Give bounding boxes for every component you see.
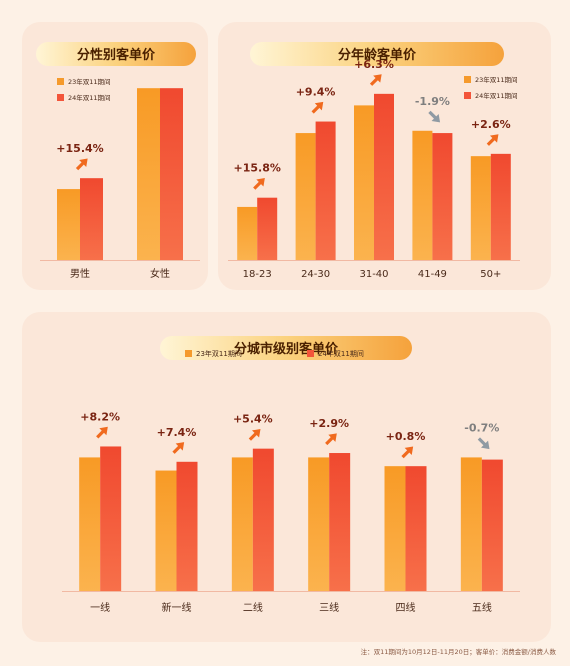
chart-2-bar-2-1 [252,448,274,591]
chart-1-legend-swatch-1 [464,92,471,99]
chart-2-legend-label-1: 24年双11期间 [318,349,364,358]
chart-0-pct-0: +15.4% [56,142,103,155]
chart-2-bar-0-1 [100,446,122,591]
chart-1-tick-0: 18-23 [243,269,272,280]
chart-2-pct-2: +5.4% [233,413,273,426]
chart-2-tick-1: 新一线 [162,601,192,614]
chart-1-arrow-0 [253,178,265,190]
chart-2-bar-1-1 [176,461,198,591]
chart-1-legend-label-1: 24年双11期间 [475,91,518,100]
chart-2-tick-4: 四线 [396,601,416,614]
chart-2-pct-5: -0.7% [464,421,499,434]
chart-1-tick-3: 41-49 [418,269,447,280]
chart-2-bar-3-1 [329,453,351,591]
chart-2-bar-3-0 [308,457,330,591]
chart-2-bar-1-0 [155,470,177,591]
chart-2-arrow-1 [172,442,185,454]
chart-1-bar-0-1 [257,197,278,260]
chart-2-arrow-2 [248,428,261,441]
chart-2-tick-2: 二线 [243,601,263,614]
chart-2-bar-2-0 [231,457,253,591]
chart-2-legend-swatch-0 [185,350,192,357]
chart-0-legend-swatch-0 [57,78,64,85]
chart-2-pct-1: +7.4% [157,426,197,439]
chart-2-pct-3: +2.9% [309,417,349,430]
chart-2-arrow-0 [96,426,108,439]
chart-1-bar-1-0 [295,133,316,260]
chart-1-title: 分年龄客单价 [338,47,417,63]
chart-1-bar-2-0 [354,105,374,260]
chart-1-bar-3-0 [412,130,433,260]
chart-2-bar-4-1 [405,466,427,591]
chart-1-title-pill [250,42,504,66]
chart-0-legend-swatch-1 [57,94,64,101]
chart-2-arrow-3 [325,433,337,446]
chart-1-bar-4-0 [470,156,491,260]
chart-2-tick-5: 五线 [472,601,492,614]
chart-1-bar-2-1 [374,93,394,260]
chart-0-title-pill [36,42,196,66]
chart-1: 分年龄客单价 23年双11期间 24年双11期间 18-23 +15.8% 24-30 +9… [228,42,520,280]
chart-1-arrow-4 [486,134,499,146]
chart-0-bar-0-1 [80,178,103,260]
chart-1-tick-2: 31-40 [359,269,388,280]
chart-0-tick-1: 女性 [150,267,170,280]
chart-1-pct-2: +6.3% [354,58,394,71]
chart-1-pct-1: +9.4% [296,86,336,99]
chart-2-tick-3: 三线 [319,601,339,614]
chart-0-arrow-0 [75,158,88,171]
chart-1-tick-1: 24-30 [301,269,330,280]
chart-1-arrow-1 [311,101,324,114]
chart-1-pct-0: +15.8% [234,162,281,175]
chart-0-tick-0: 男性 [70,267,90,280]
chart-0-bar-0-0 [57,189,80,260]
chart-2-bar-5-0 [460,457,482,591]
chart-0-legend-label-0: 23年双11期间 [68,77,111,86]
chart-2-bar-5-1 [481,459,503,591]
chart-1-bar-1-1 [315,121,336,261]
chart-2-pct-0: +8.2% [80,410,120,423]
chart-2-tick-0: 一线 [90,601,110,614]
chart-1-arrow-3 [428,110,441,123]
chart-2-arrow-4 [401,446,414,459]
chart-1-legend-swatch-0 [464,76,471,83]
chart-2-arrow-5 [477,437,490,450]
chart-0-title: 分性别客单价 [77,47,156,63]
chart-1-legend-label-0: 23年双11期间 [475,75,518,84]
chart-2-bar-4-0 [384,466,406,591]
chart-2-title-pill [160,336,412,360]
chart-1-arrow-2 [369,74,382,86]
chart-2-legend-label-0: 23年双11期间 [196,349,242,358]
chart-1-tick-4: 50+ [480,269,501,280]
chart-1-bar-3-1 [432,133,453,260]
chart-2-legend-swatch-1 [307,350,314,357]
chart-1-pct-4: +2.6% [471,118,511,131]
chart-1-pct-3: -1.9% [415,95,450,108]
chart-2-bar-0-0 [79,457,101,591]
footnote: 注：双11期间为10月12日-11月20日；客单价：消费金额/消费人数 [360,648,556,656]
chart-2-pct-4: +0.8% [386,430,426,443]
chart-0-bar-1-1 [160,88,183,260]
chart-1-bar-0-0 [237,206,258,260]
chart-1-bar-4-1 [490,153,511,260]
chart-0-legend-label-1: 24年双11期间 [68,93,111,102]
chart-0-bar-1-0 [137,88,160,260]
